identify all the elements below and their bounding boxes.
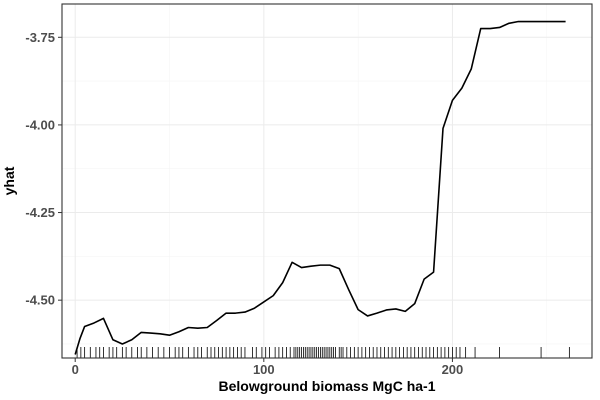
y-tick-label: -3.75 xyxy=(25,30,55,45)
y-tick-label: -4.25 xyxy=(25,205,55,220)
series-line xyxy=(74,20,566,355)
x-axis-title: Belowground biomass MgC ha-1 xyxy=(218,378,435,394)
x-tick-label: 0 xyxy=(72,362,79,377)
panel-border xyxy=(61,3,593,359)
y-tick-label: -4.50 xyxy=(25,293,55,308)
rug-marks xyxy=(76,347,570,358)
grid-minor xyxy=(62,4,592,358)
x-tick-label: 200 xyxy=(442,362,464,377)
y-tick-label: -4.00 xyxy=(25,117,55,132)
grid-major xyxy=(62,4,592,358)
y-axis: -4.50 -4.25 -4.00 -3.75 xyxy=(25,30,62,308)
y-axis-title: yhat xyxy=(1,166,17,195)
x-axis: 0 100 200 xyxy=(72,358,464,377)
x-tick-label: 100 xyxy=(253,362,275,377)
